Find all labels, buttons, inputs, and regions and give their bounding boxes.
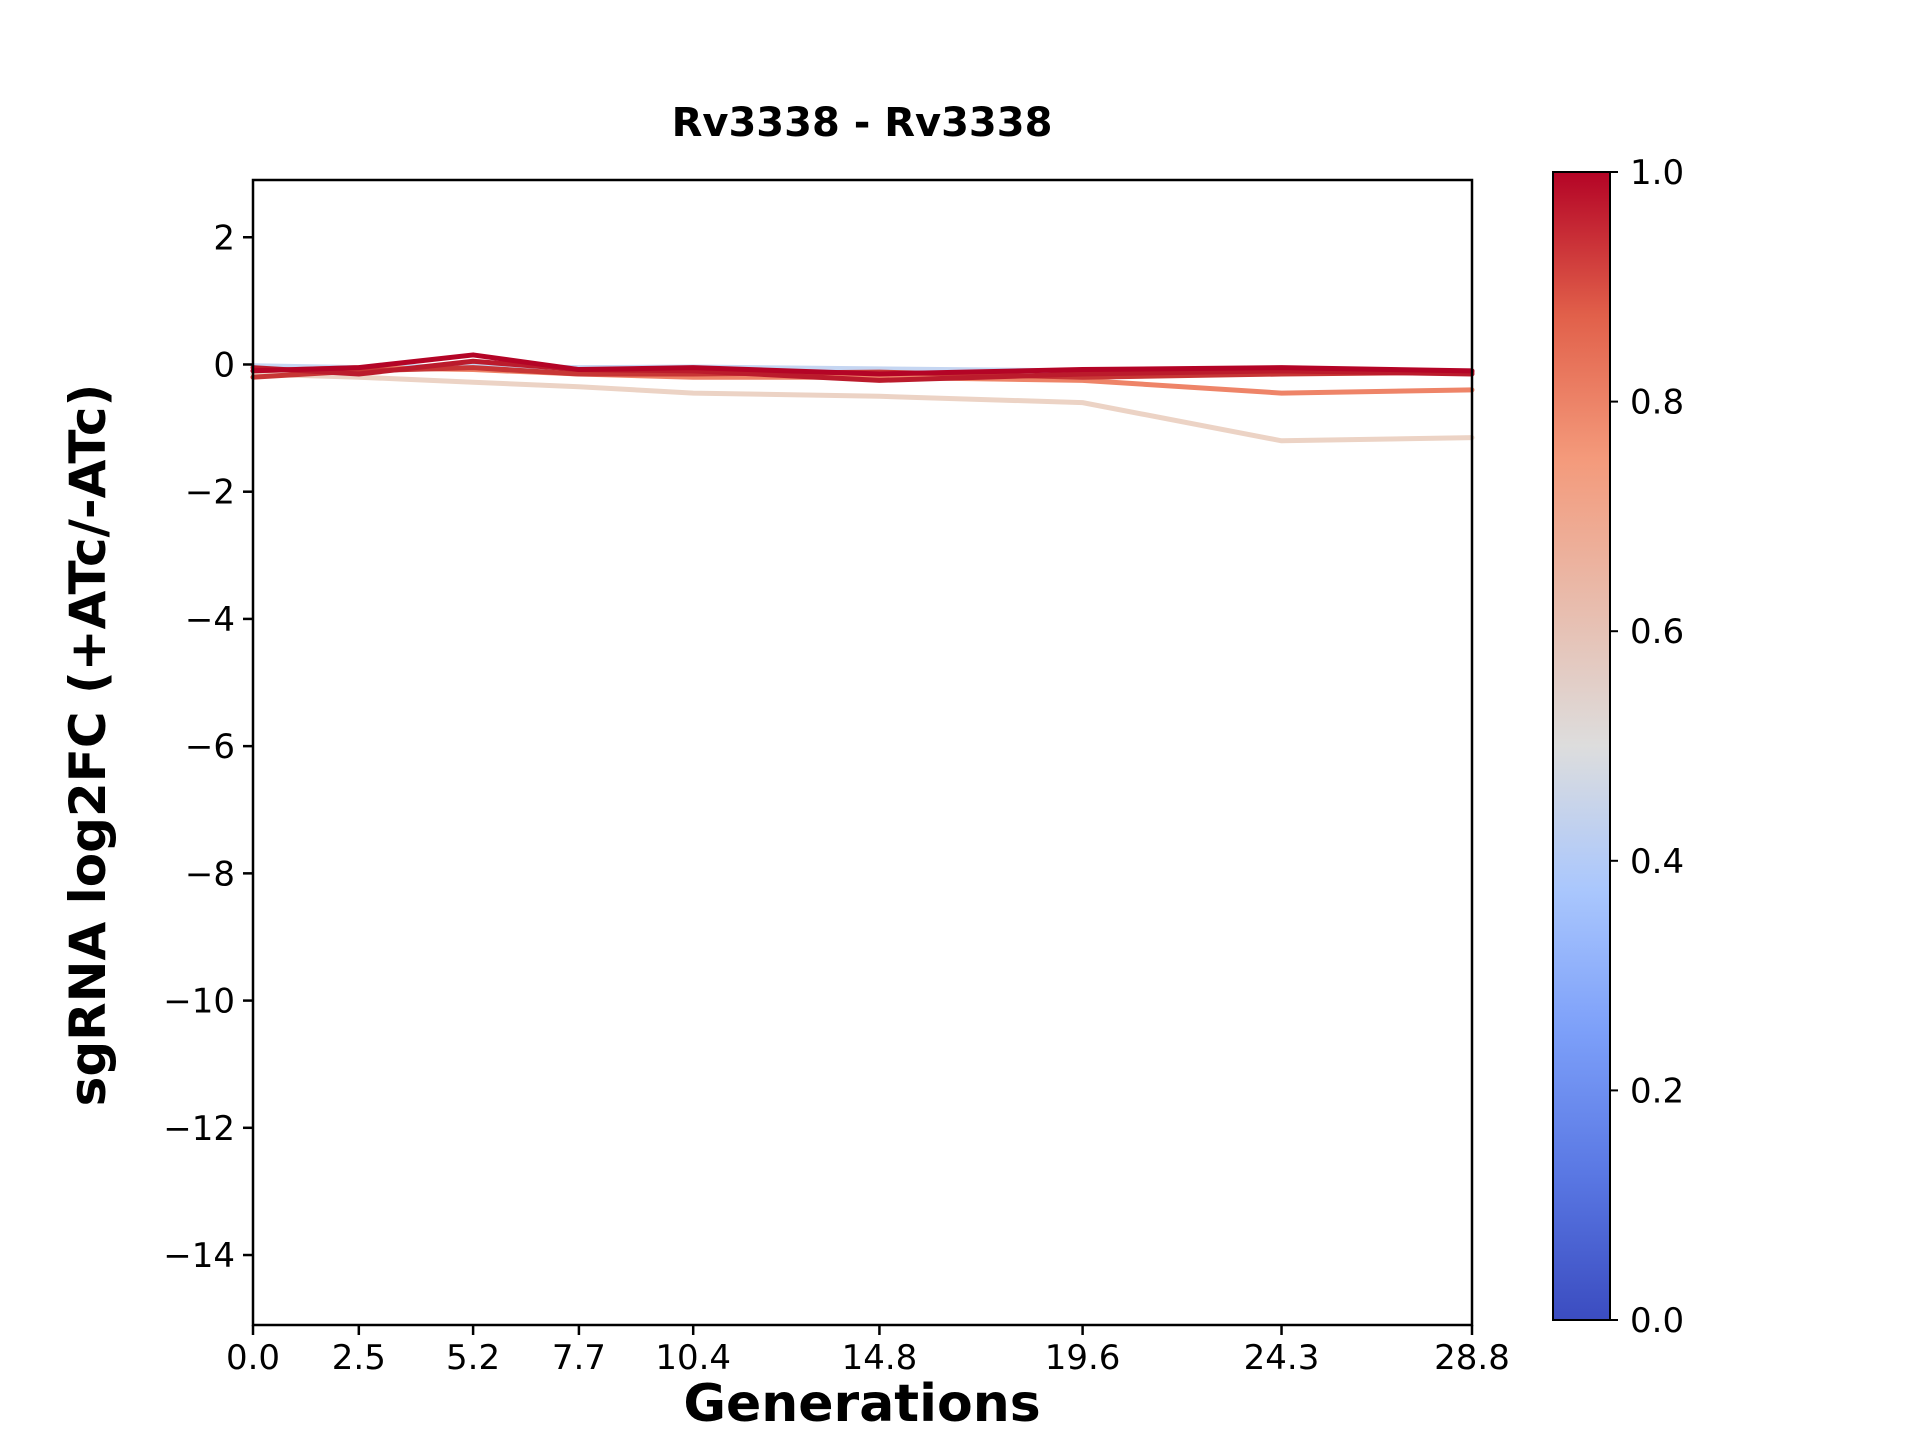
x-axis-label: Generations [683,1374,1041,1434]
y-tick-label: −8 [185,854,235,894]
plot-frame [251,178,1474,1327]
x-tick-label: 14.8 [842,1338,918,1378]
series-line [250,358,1475,383]
y-tick-label: −2 [185,473,235,513]
y-tick-label: −10 [163,982,235,1022]
x-tick-label: 19.6 [1045,1338,1121,1378]
colorbar-tick-label: 0.2 [1630,1071,1684,1111]
y-tick-label: −12 [163,1109,235,1149]
colorbar-tick-label: 0.4 [1630,842,1684,882]
colorbar-tick-label: 0.6 [1630,612,1684,652]
x-tick-label: 28.8 [1434,1338,1510,1378]
y-tick-label: −14 [163,1236,235,1276]
x-tick-label: 5.2 [446,1338,500,1378]
colorbar-tick-label: 1.0 [1630,153,1684,193]
chart-title: Rv3338 - Rv3338 [671,100,1053,146]
colorbar [1552,171,1611,1321]
x-tick-label: 10.4 [655,1338,731,1378]
x-tick-label: 2.5 [332,1338,386,1378]
y-tick-label: −4 [185,600,235,640]
x-tick-label: 7.7 [552,1338,606,1378]
series-line [250,371,1475,444]
y-tick-label: −6 [185,727,235,767]
y-tick-label: 2 [213,218,235,258]
x-tick-label: 0.0 [226,1338,280,1378]
series-line [250,352,1475,377]
colorbar-tick-label: 0.0 [1630,1301,1684,1341]
x-tick-label: 24.3 [1244,1338,1320,1378]
colorbar-tick-label: 0.8 [1630,383,1684,423]
y-tick-label: 0 [213,345,235,385]
